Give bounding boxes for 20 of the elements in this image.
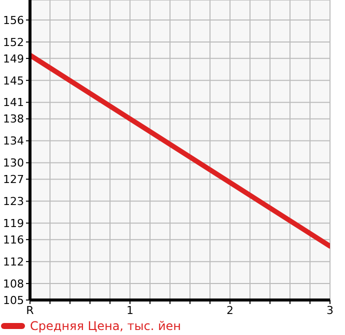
x-tick-label: 2 [226,304,234,317]
y-tick-label: 123 [3,195,24,208]
y-tick-label: 119 [3,217,24,230]
y-tick-label: 108 [3,277,24,290]
y-tick-label: 152 [3,36,24,49]
x-tick-label: 1 [126,304,134,317]
y-tick-label: 105 [3,294,24,307]
y-tick-label: 156 [3,14,24,27]
y-tick-label: 149 [3,52,24,66]
y-tick-label: 141 [3,96,24,110]
legend-label: Средняя Цена, тыс. йен [30,319,182,333]
y-tick-label: 134 [3,134,24,148]
y-tick-label: 138 [3,112,24,126]
y-tick-label: 130 [3,156,24,170]
y-tick-label: 116 [3,234,24,247]
y-tick-label: 112 [3,255,24,268]
x-tick-label: 3 [326,304,334,317]
y-tick-label: 145 [3,74,24,88]
x-tick-label: R [26,304,34,317]
y-tick-label: 127 [3,173,24,186]
